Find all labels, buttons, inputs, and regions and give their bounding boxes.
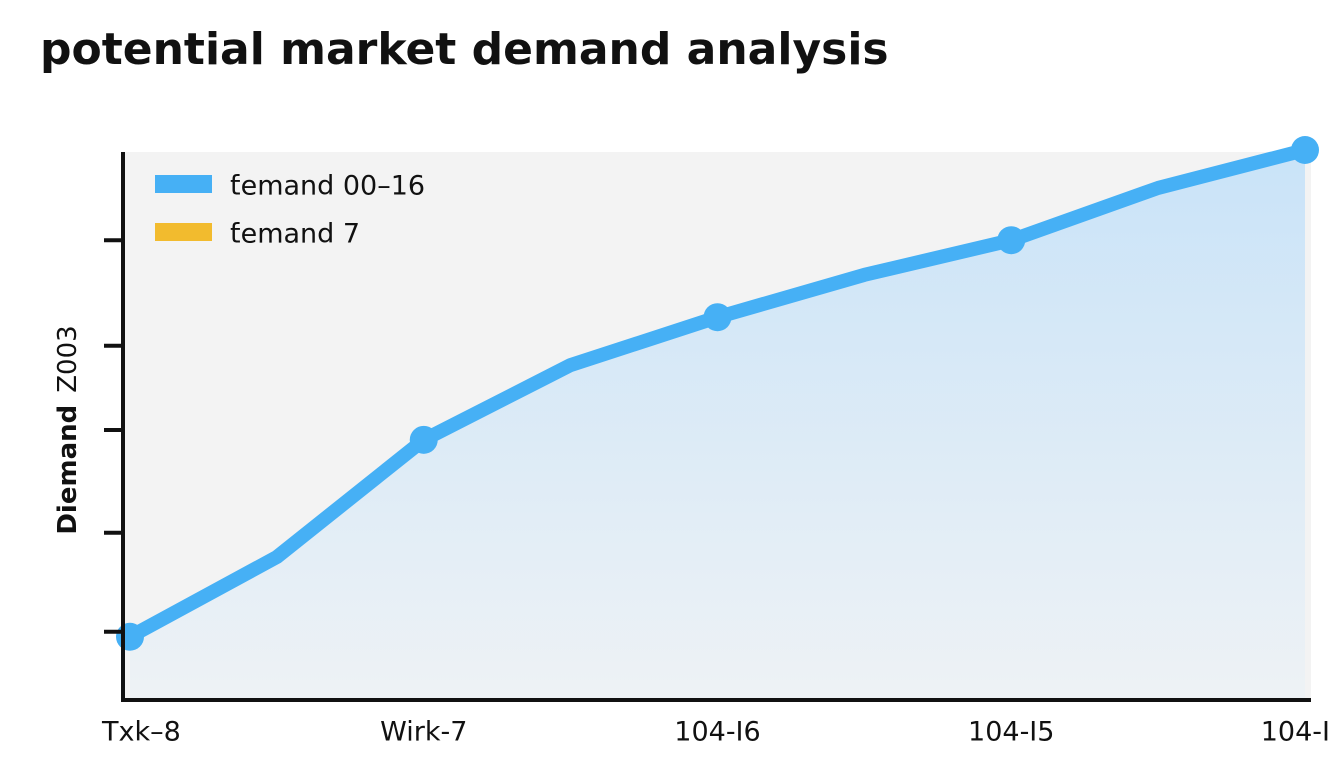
legend-label: ƭemand 00–16	[230, 171, 425, 202]
plot	[116, 136, 1319, 700]
x-tick-label: 104-I	[1261, 717, 1330, 748]
area	[130, 150, 1305, 700]
point	[997, 226, 1026, 255]
x-tick-label: Wirk-7	[380, 717, 467, 748]
point	[116, 622, 144, 651]
x-tick-label: 104-I6	[674, 717, 760, 748]
y-axis-label-main: Diemand	[53, 405, 83, 535]
legend-swatch	[155, 175, 212, 193]
chart-title: potential market demand analysis	[40, 24, 889, 75]
point	[703, 303, 732, 332]
point	[409, 425, 438, 454]
y-axis-label: Diemand Z003	[53, 325, 83, 534]
x-tick-label: 104-I5	[968, 717, 1054, 748]
y-axis-label-suffix: Z003	[53, 325, 83, 392]
x-tick-label: Txk–8	[101, 717, 181, 748]
legend-swatch	[155, 223, 212, 241]
point	[1291, 136, 1319, 164]
legend-label: ƭemand 7	[230, 219, 360, 250]
